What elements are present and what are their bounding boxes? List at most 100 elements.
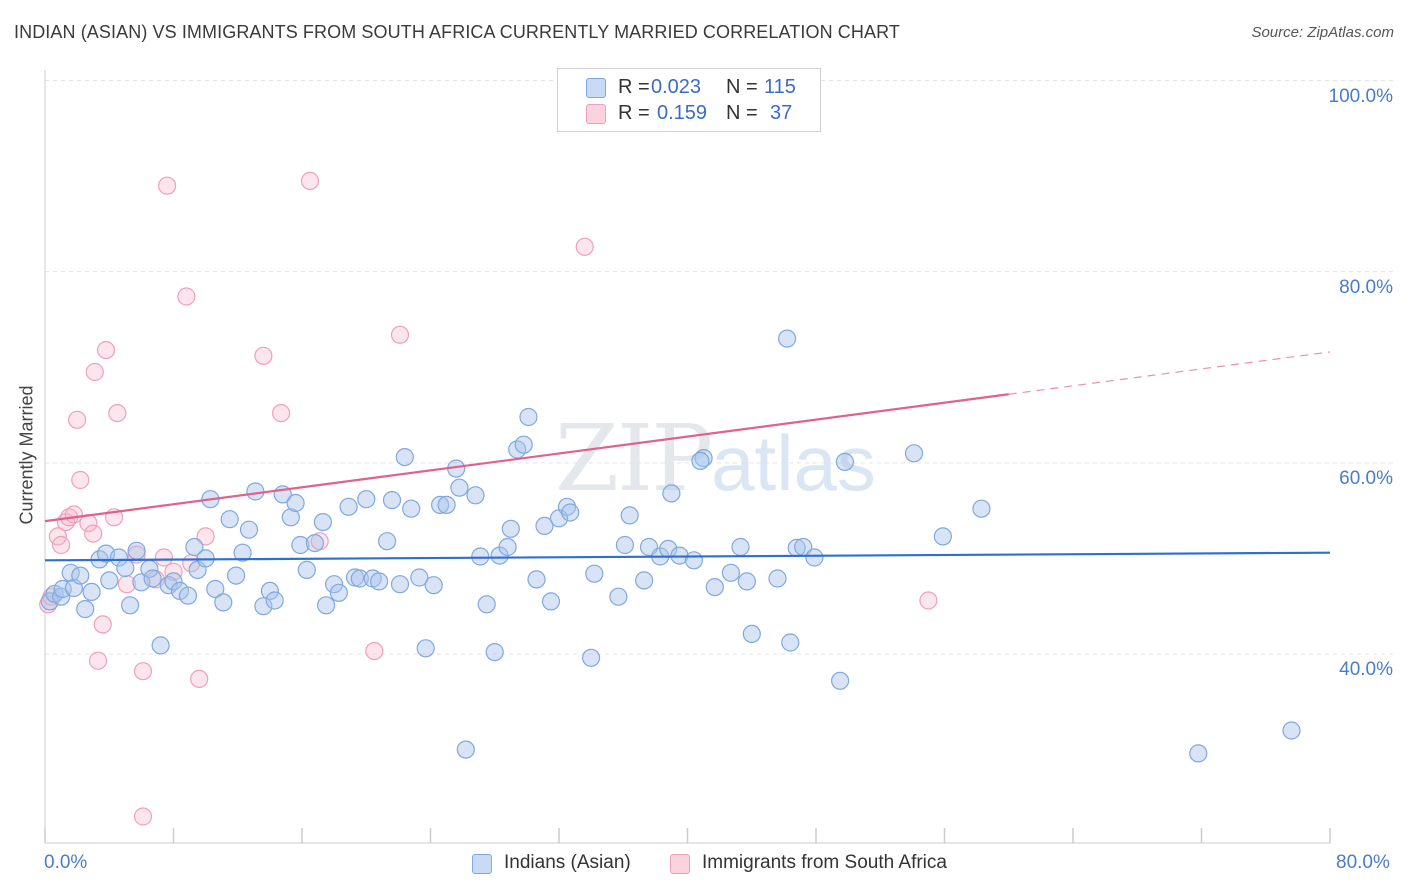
data-point-indians: [731, 537, 750, 557]
data-point-indians: [127, 541, 146, 560]
data-point-indians: [721, 563, 741, 582]
data-point-indians: [561, 503, 580, 522]
legend-label-indians: Indians (Asian): [504, 852, 631, 873]
data-point-south-africa: [196, 527, 215, 546]
data-point-indians: [694, 449, 713, 468]
data-point-south-africa: [575, 237, 594, 256]
legend-label-south-africa: Immigrants from South Africa: [702, 852, 947, 873]
x-tick-label-min: 0.0%: [44, 852, 88, 873]
data-point-south-africa: [67, 410, 87, 429]
data-point-indians: [214, 593, 233, 612]
watermark-zip: ZIP: [555, 405, 713, 512]
data-point-south-africa: [919, 591, 938, 610]
data-point-south-africa: [272, 404, 291, 423]
data-point-indians: [76, 599, 95, 619]
data-point-indians: [456, 740, 475, 759]
data-point-south-africa: [117, 575, 137, 594]
data-point-indians: [402, 499, 421, 518]
data-point-indians: [450, 478, 469, 497]
data-point-indians: [254, 597, 273, 616]
data-point-indians: [297, 560, 316, 580]
data-point-indians: [416, 639, 435, 658]
axes: [44, 70, 1331, 844]
points-immigrants-south-africa: [39, 171, 938, 826]
data-point-indians: [1282, 721, 1301, 740]
stats-n-label: N =: [726, 102, 758, 124]
data-point-indians: [378, 532, 397, 551]
data-point-indians: [662, 484, 681, 503]
stats-n-value: 37: [770, 102, 793, 124]
y-tick-label-80: 80.0%: [1339, 277, 1393, 298]
data-point-indians: [151, 636, 170, 655]
y-axis-title: Currently Married: [16, 385, 37, 525]
data-point-south-africa: [96, 341, 116, 360]
data-point-indians: [185, 537, 204, 557]
data-point-indians: [557, 497, 577, 516]
data-point-indians: [206, 579, 225, 599]
data-point-indians: [357, 490, 376, 509]
data-point-indians: [471, 547, 490, 566]
data-point-indians: [71, 566, 90, 585]
data-point-indians: [527, 570, 546, 589]
data-point-indians: [339, 497, 358, 516]
data-point-indians: [535, 516, 554, 536]
data-point-indians: [684, 551, 704, 570]
data-point-indians: [143, 569, 162, 588]
stats-row-indians: R = 0.023 N = 115: [558, 74, 820, 102]
data-point-indians: [260, 581, 279, 601]
data-point-indians: [313, 512, 332, 532]
y-tick-label-60: 60.0%: [1339, 468, 1393, 489]
data-point-south-africa: [71, 470, 90, 490]
data-point-south-africa: [84, 524, 103, 543]
trend-line-south-africa: [44, 393, 1009, 523]
stats-r-value: 0.159: [657, 102, 708, 124]
data-point-indians: [370, 572, 389, 591]
data-point-south-africa: [133, 662, 153, 681]
data-point-indians: [51, 587, 71, 606]
data-point-indians: [390, 575, 410, 594]
data-point-indians: [246, 482, 265, 501]
data-point-indians: [437, 495, 456, 514]
data-point-indians: [325, 575, 344, 594]
data-point-indians: [585, 564, 604, 583]
stats-swatch-pink: [586, 104, 606, 124]
data-point-indians: [100, 571, 119, 590]
stats-r-label: R =: [618, 76, 650, 98]
data-point-indians: [132, 573, 151, 592]
data-point-indians: [281, 508, 300, 527]
legend-swatch-blue: [472, 854, 492, 874]
data-point-indians: [835, 452, 855, 471]
data-point-indians: [265, 591, 284, 610]
data-point-south-africa: [133, 807, 153, 826]
data-point-indians: [305, 533, 324, 553]
data-point-indians: [501, 519, 520, 538]
trend-line-south-africa-extrapolated: [1008, 351, 1331, 395]
data-point-south-africa: [164, 562, 183, 581]
data-point-indians: [424, 576, 443, 595]
data-point-south-africa: [85, 362, 104, 382]
stats-box: R = 0.023 N = 115 R = 0.159 N = 37: [557, 68, 821, 132]
data-point-indians: [485, 642, 504, 662]
data-point-south-africa: [154, 548, 173, 567]
data-point-indians: [514, 435, 533, 454]
data-point-indians: [329, 583, 348, 602]
stats-r-value: 0.023: [651, 76, 702, 98]
data-point-indians: [431, 495, 450, 514]
y-tick-label-40: 40.0%: [1339, 659, 1393, 680]
data-point-south-africa: [177, 287, 196, 306]
y-tick-label-100: 100.0%: [1328, 86, 1393, 107]
data-point-indians: [768, 569, 787, 588]
data-point-indians: [615, 535, 635, 555]
stats-swatch-blue: [586, 78, 606, 98]
data-point-indians: [350, 569, 369, 588]
data-point-south-africa: [254, 346, 273, 365]
grid: [45, 80, 1395, 655]
chart-title: INDIAN (ASIAN) VS IMMIGRANTS FROM SOUTH …: [14, 22, 900, 42]
data-point-indians: [933, 527, 953, 546]
data-point-indians: [233, 543, 252, 562]
data-point-indians: [805, 548, 824, 567]
data-point-indians: [220, 510, 239, 529]
data-point-south-africa: [190, 669, 209, 689]
data-point-indians: [178, 586, 198, 605]
